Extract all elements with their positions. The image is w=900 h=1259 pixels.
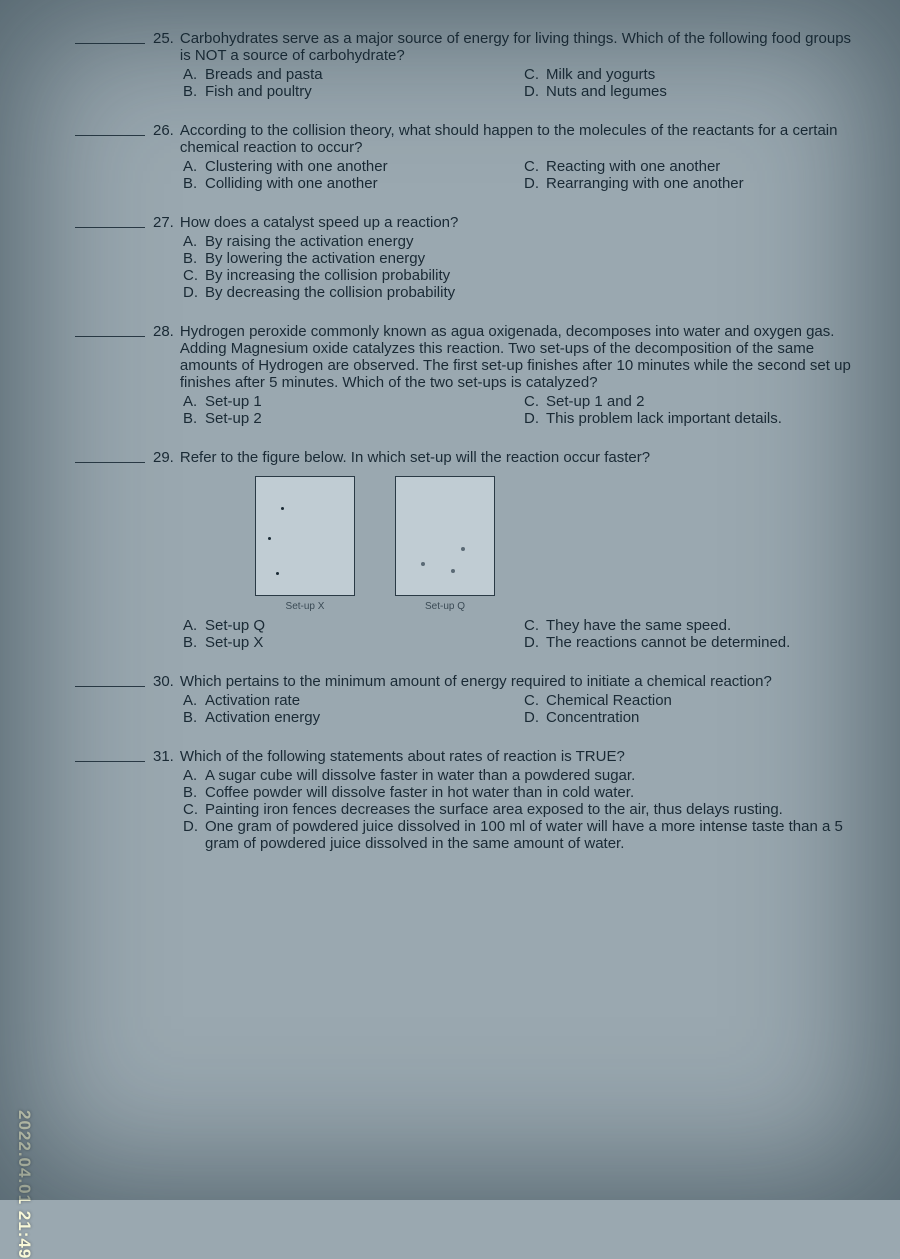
- option-b: B.Fish and poultry: [183, 83, 524, 100]
- question-stem: Carbohydrates serve as a major source of…: [180, 30, 865, 64]
- question-stem: According to the collision theory, what …: [180, 122, 865, 156]
- answer-blank[interactable]: [75, 122, 145, 136]
- option-a: A.Set-up Q: [183, 617, 524, 634]
- question-number: 31.: [153, 748, 174, 765]
- question-31: 31. Which of the following statements ab…: [75, 748, 865, 852]
- answer-blank[interactable]: [75, 30, 145, 44]
- photo-timestamp: 2022.04.01 21:49: [14, 1110, 34, 1259]
- option-b: B.Activation energy: [183, 709, 524, 726]
- option-b: B.Set-up X: [183, 634, 524, 651]
- option-c: C.Reacting with one another: [524, 158, 865, 175]
- option-b: B.Coffee powder will dissolve faster in …: [183, 784, 865, 801]
- option-c: C.Milk and yogurts: [524, 66, 865, 83]
- answer-blank[interactable]: [75, 449, 145, 463]
- question-number: 30.: [153, 673, 174, 690]
- option-c: C.By increasing the collision probabilit…: [183, 267, 865, 284]
- option-a: A.A sugar cube will dissolve faster in w…: [183, 767, 865, 784]
- option-c: C.Painting iron fences decreases the sur…: [183, 801, 865, 818]
- option-a: A.Clustering with one another: [183, 158, 524, 175]
- question-number: 28.: [153, 323, 174, 340]
- question-25: 25. Carbohydrates serve as a major sourc…: [75, 30, 865, 100]
- question-26: 26. According to the collision theory, w…: [75, 122, 865, 192]
- question-stem: Refer to the figure below. In which set-…: [180, 449, 865, 466]
- question-stem: How does a catalyst speed up a reaction?: [180, 214, 865, 231]
- figure-setup-q: Set-up Q: [395, 476, 495, 612]
- question-stem: Which pertains to the minimum amount of …: [180, 673, 865, 690]
- question-number: 29.: [153, 449, 174, 466]
- option-b: B.Set-up 2: [183, 410, 524, 427]
- question-stem: Which of the following statements about …: [180, 748, 865, 765]
- option-d: D.Concentration: [524, 709, 865, 726]
- answer-blank[interactable]: [75, 748, 145, 762]
- question-27: 27. How does a catalyst speed up a react…: [75, 214, 865, 301]
- option-c: C.Chemical Reaction: [524, 692, 865, 709]
- option-d: D.By decreasing the collision probabilit…: [183, 284, 865, 301]
- option-b: B.By lowering the activation energy: [183, 250, 865, 267]
- question-number: 25.: [153, 30, 174, 47]
- question-number: 26.: [153, 122, 174, 139]
- option-a: A.Breads and pasta: [183, 66, 524, 83]
- question-30: 30. Which pertains to the minimum amount…: [75, 673, 865, 726]
- answer-blank[interactable]: [75, 323, 145, 337]
- option-b: B.Colliding with one another: [183, 175, 524, 192]
- question-number: 27.: [153, 214, 174, 231]
- figure-label-q: Set-up Q: [425, 601, 465, 612]
- option-a: A.Set-up 1: [183, 393, 524, 410]
- answer-blank[interactable]: [75, 673, 145, 687]
- figure-row: Set-up X Set-up Q: [255, 476, 865, 612]
- option-d: D.Nuts and legumes: [524, 83, 865, 100]
- question-28: 28. Hydrogen peroxide commonly known as …: [75, 323, 865, 427]
- figure-setup-x: Set-up X: [255, 476, 355, 612]
- option-d: D.Rearranging with one another: [524, 175, 865, 192]
- question-stem: Hydrogen peroxide commonly known as agua…: [180, 323, 865, 391]
- option-d: D.The reactions cannot be determined.: [524, 634, 865, 651]
- option-a: A.Activation rate: [183, 692, 524, 709]
- answer-blank[interactable]: [75, 214, 145, 228]
- option-d: D.One gram of powdered juice dissolved i…: [183, 818, 865, 852]
- figure-label-x: Set-up X: [286, 601, 325, 612]
- option-c: C.They have the same speed.: [524, 617, 865, 634]
- option-d: D.This problem lack important details.: [524, 410, 865, 427]
- option-a: A.By raising the activation energy: [183, 233, 865, 250]
- option-c: C.Set-up 1 and 2: [524, 393, 865, 410]
- question-29: 29. Refer to the figure below. In which …: [75, 449, 865, 651]
